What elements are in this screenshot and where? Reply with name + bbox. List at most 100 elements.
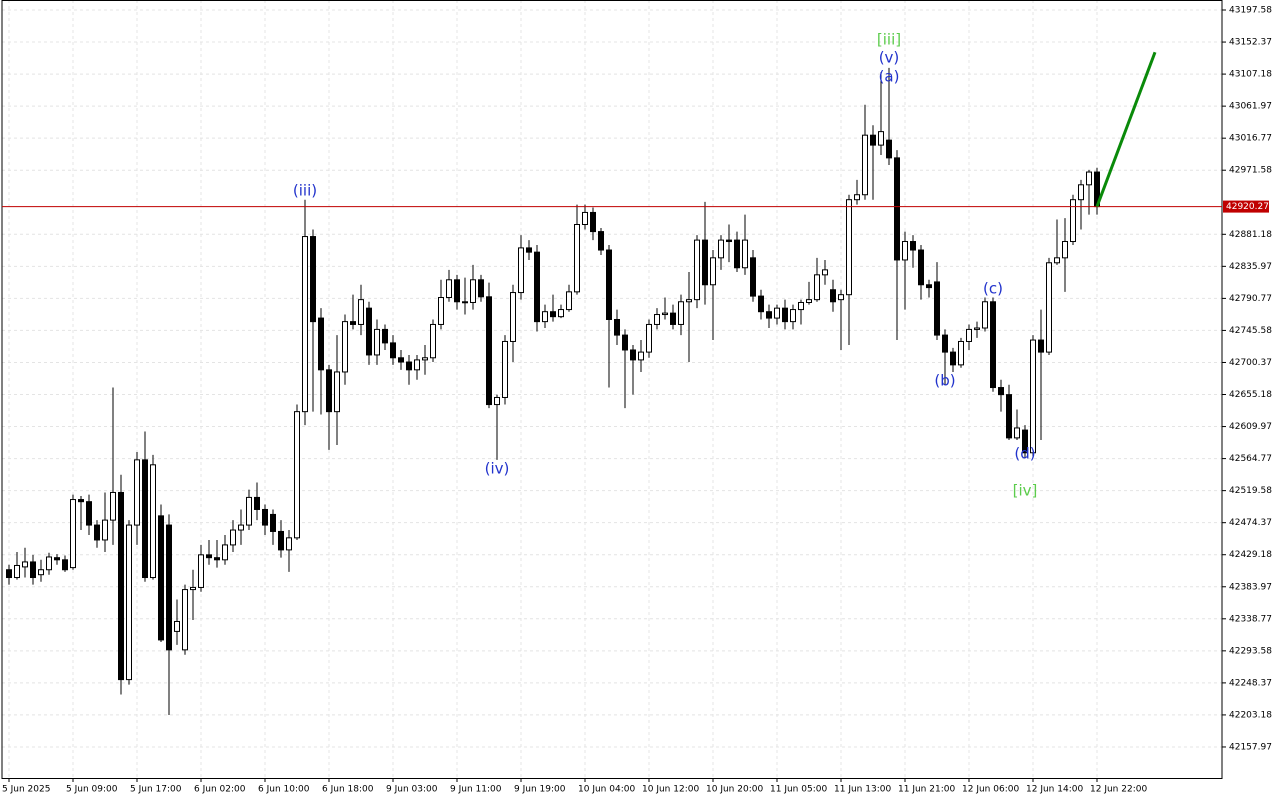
candle-body (814, 274, 820, 301)
candle-body (270, 513, 276, 532)
candle-body (598, 231, 604, 251)
candle-body (110, 491, 116, 521)
plot-frame (1, 0, 1223, 779)
candle-body (222, 544, 228, 561)
candle-body (542, 311, 548, 323)
wave-label: (b) (934, 372, 955, 390)
y-tick-label: 43152.37 (1229, 38, 1272, 48)
y-tick-label: 42971.58 (1229, 166, 1272, 176)
candle-body (854, 194, 860, 201)
candle-body (790, 309, 796, 323)
candle-body (462, 301, 468, 304)
x-tick-label: 12 Jun 14:00 (1026, 785, 1083, 795)
candle-body (150, 464, 156, 579)
candle-body (518, 247, 524, 294)
x-tick-label: 6 Jun 02:00 (194, 785, 246, 795)
candle-body (526, 247, 532, 253)
candle-body (70, 499, 76, 569)
candle-body (630, 349, 636, 361)
x-tick-label: 5 Jun 2025 (2, 785, 50, 795)
candle-body (118, 491, 124, 681)
candle-body (550, 311, 556, 318)
candle-body (958, 340, 964, 366)
candle-body (918, 249, 924, 286)
x-tick-label: 6 Jun 18:00 (322, 785, 374, 795)
candle-body (742, 239, 748, 269)
candle-body (862, 134, 868, 196)
wave-label: (iv) (485, 460, 510, 478)
y-tick-label: 42383.97 (1229, 582, 1272, 592)
candle-body (326, 369, 332, 413)
candle-body (126, 524, 132, 681)
candle-body (1078, 184, 1084, 201)
candle-body (726, 239, 732, 243)
x-tick-label: 11 Jun 13:00 (834, 785, 891, 795)
candle-body (534, 251, 540, 323)
candle-body (294, 411, 300, 539)
candle-body (1014, 427, 1020, 439)
candle-body (454, 279, 460, 303)
candle-body (14, 564, 20, 579)
y-tick-label: 43197.58 (1229, 6, 1272, 16)
candle-body (1062, 241, 1068, 259)
candle-body (694, 239, 700, 301)
candle-body (238, 524, 244, 531)
candle-body (422, 357, 428, 361)
x-tick-label: 9 Jun 19:00 (514, 785, 566, 795)
candle-body (302, 236, 308, 413)
wave-label: (iii) (293, 182, 317, 200)
candle-body (846, 199, 852, 296)
candle-body (46, 556, 52, 571)
candle-body (6, 569, 12, 579)
candle-body (1022, 429, 1028, 454)
wave-label: [iv] (1013, 482, 1038, 500)
candle-body (926, 284, 932, 289)
candle-body (950, 351, 956, 366)
candle-body (574, 224, 580, 293)
candle-body (310, 236, 316, 323)
candle-body (1086, 171, 1092, 186)
candle-body (230, 529, 236, 546)
candle-body (646, 323, 652, 353)
candle-body (1046, 262, 1052, 353)
candle-body (366, 307, 372, 356)
candle-body (590, 211, 596, 233)
candle-body (254, 496, 260, 510)
candle-body (358, 299, 364, 325)
y-tick-label: 43107.18 (1229, 70, 1272, 80)
candle-body (38, 569, 44, 576)
x-tick-label: 5 Jun 09:00 (66, 785, 118, 795)
candle-body (870, 134, 876, 146)
y-tick-label: 42564.77 (1229, 454, 1272, 464)
candle-body (502, 340, 508, 398)
candle-body (766, 311, 772, 319)
candle-body (30, 561, 36, 579)
candle-body (86, 501, 92, 526)
y-tick-label: 43016.77 (1229, 134, 1272, 144)
candle-body (446, 279, 452, 299)
candle-body (894, 157, 900, 261)
candle-body (198, 554, 204, 588)
candle-body (670, 312, 676, 325)
candle-body (342, 321, 348, 373)
x-tick-label: 11 Jun 05:00 (770, 785, 827, 795)
candle-body (798, 301, 804, 311)
candle-body (214, 557, 220, 561)
y-tick-label: 42790.77 (1229, 294, 1272, 304)
candle-body (206, 554, 212, 559)
candle-body (1006, 394, 1012, 439)
candle-body (806, 299, 812, 303)
current-price-box (1223, 200, 1269, 213)
candle-body (982, 301, 988, 329)
candle-body (710, 257, 716, 286)
y-tick-label: 42881.18 (1229, 230, 1272, 240)
candle-body (822, 269, 828, 276)
candle-body (942, 334, 948, 353)
candle-body (1030, 339, 1036, 454)
candle-body (94, 524, 100, 541)
candle-body (678, 301, 684, 325)
candle-body (438, 297, 444, 325)
candle-body (966, 328, 972, 342)
